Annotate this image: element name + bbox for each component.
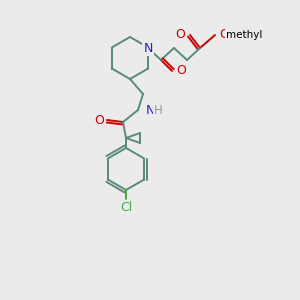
Text: methyl: methyl	[226, 30, 262, 40]
Text: O: O	[219, 28, 229, 41]
Text: N: N	[143, 41, 153, 55]
Text: H: H	[154, 104, 163, 118]
Text: O: O	[176, 64, 186, 77]
Text: O: O	[94, 113, 104, 127]
Text: Cl: Cl	[120, 201, 132, 214]
Text: O: O	[175, 28, 185, 41]
Text: N: N	[146, 103, 155, 116]
